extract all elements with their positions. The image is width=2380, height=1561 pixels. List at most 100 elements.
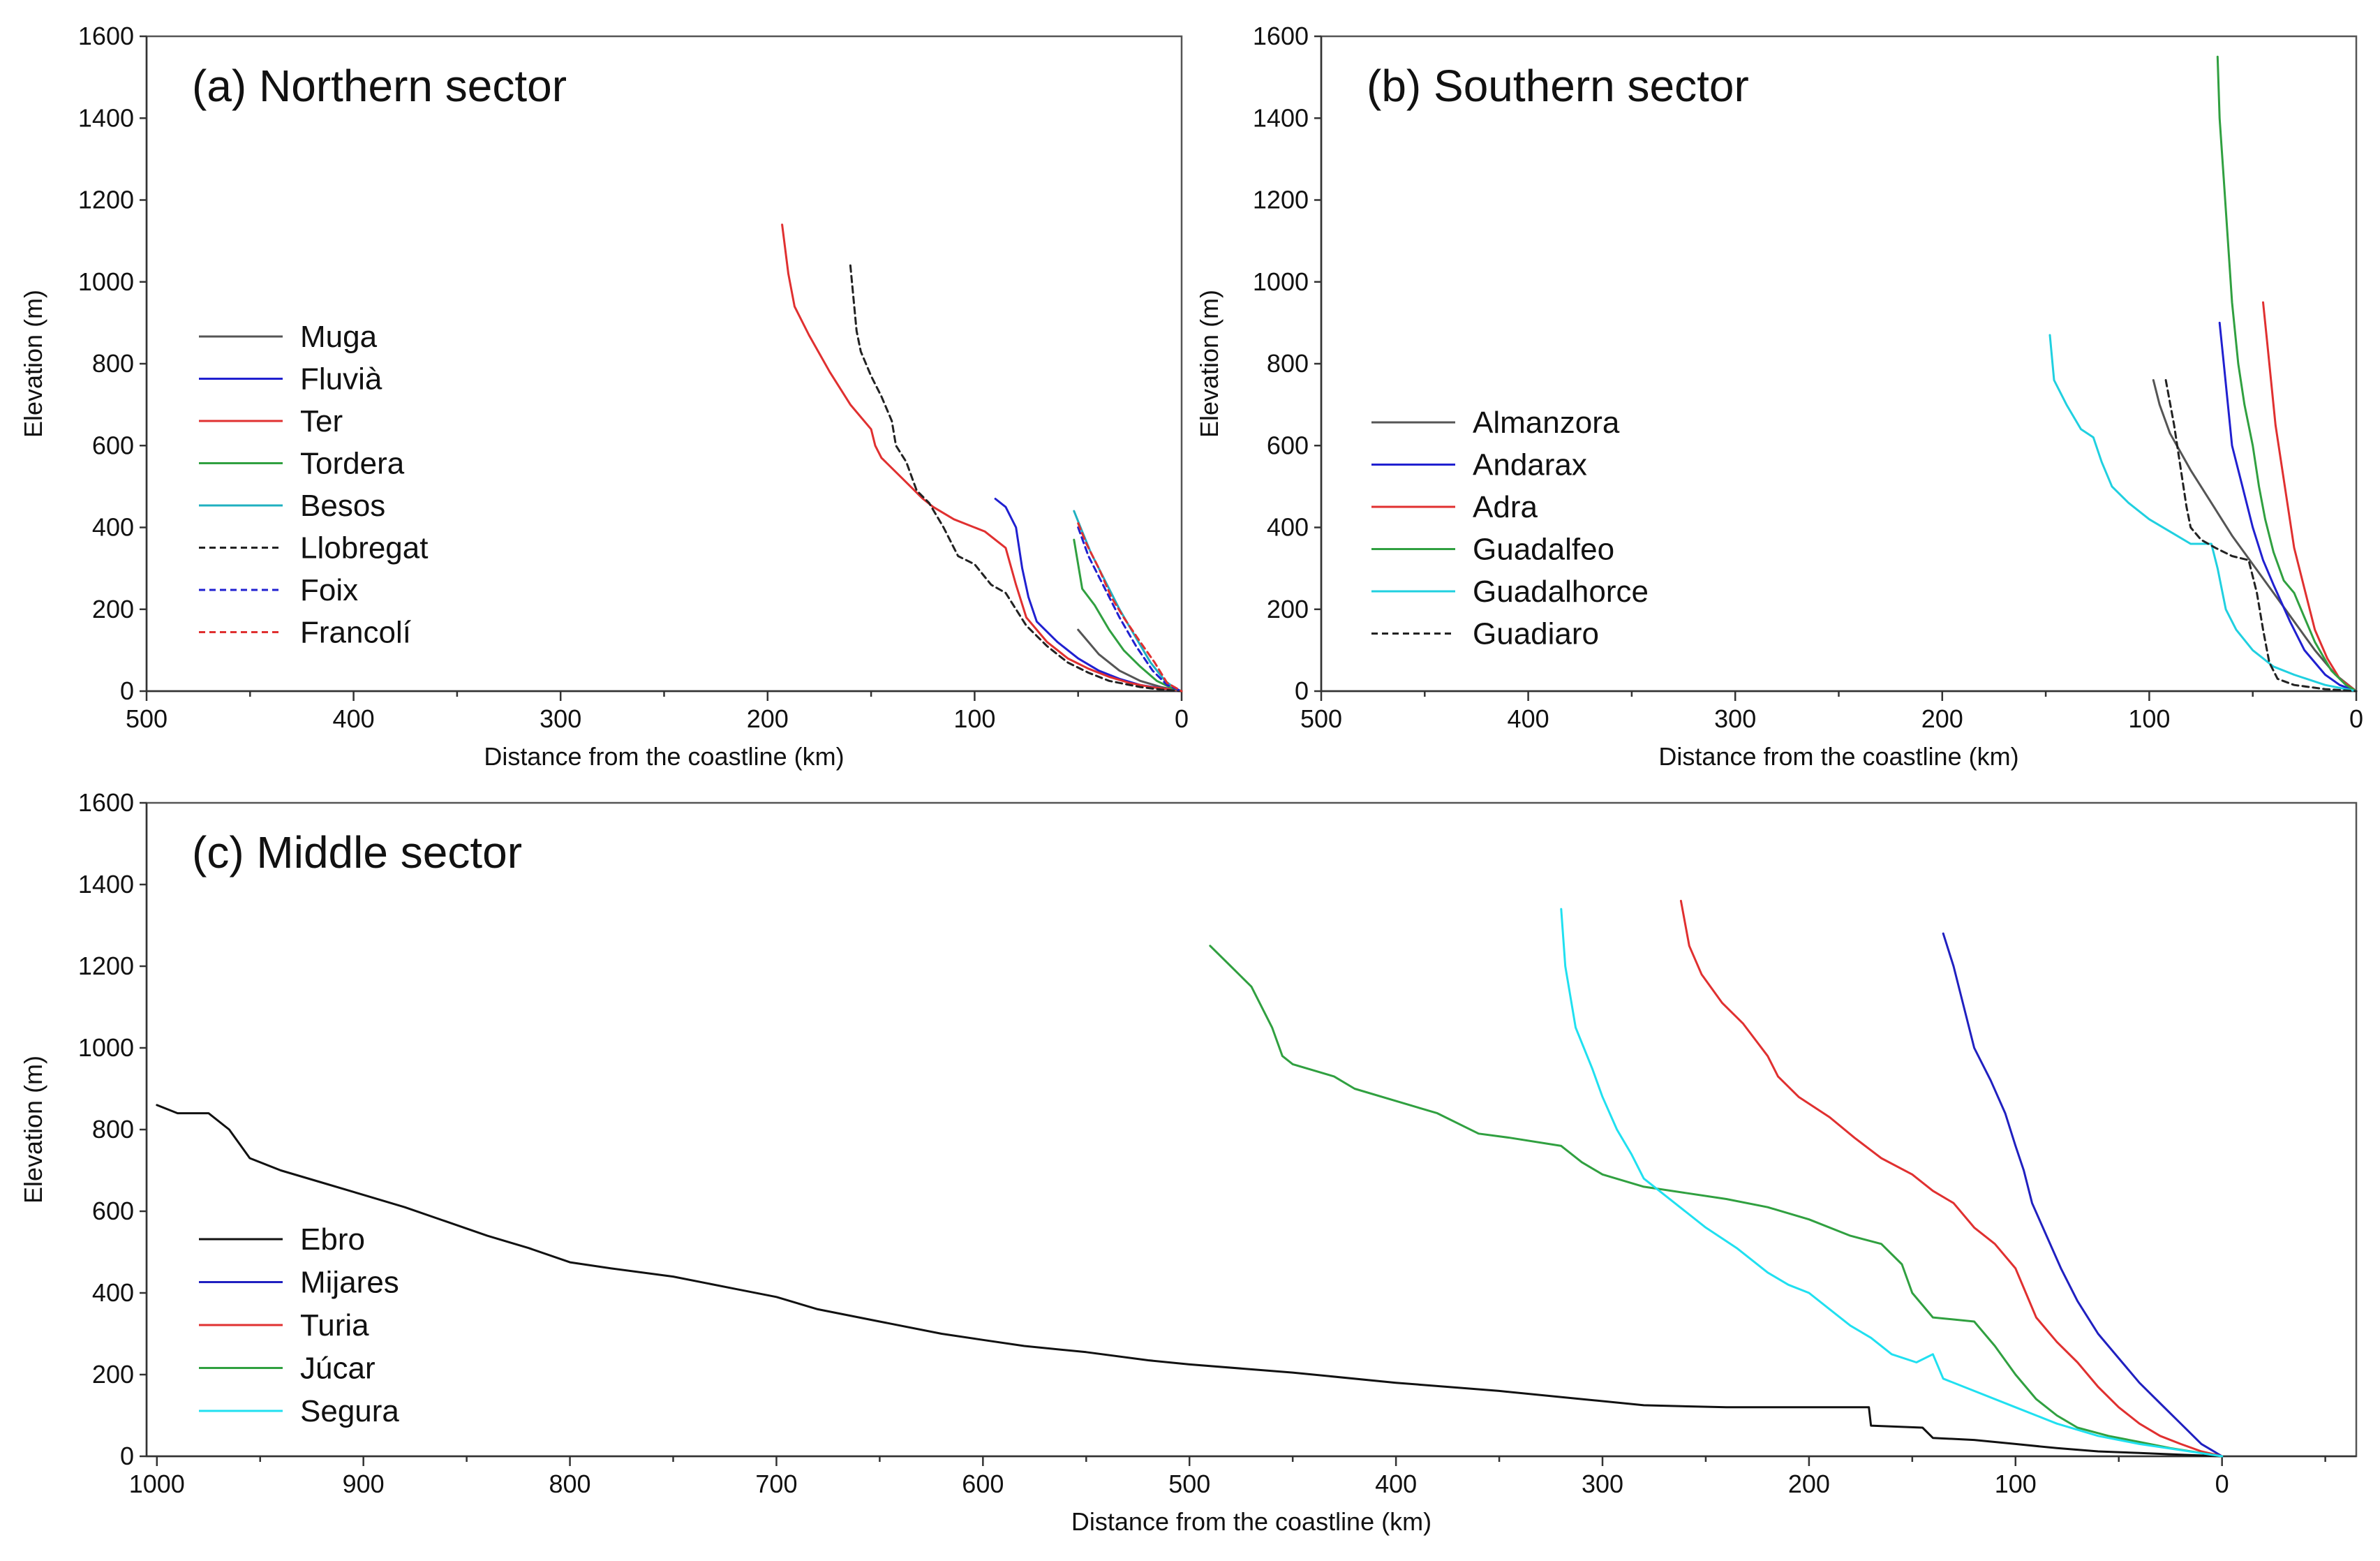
x-tick-label: 100 [1995,1470,2037,1498]
x-axis-title: Distance from the coastline (km) [1071,1507,1431,1536]
series-line-llobregat [849,264,1183,693]
x-tick-label: 600 [962,1470,1004,1498]
legend-label-francoli: Francolí [300,616,412,650]
x-tick-label: 100 [2128,704,2170,733]
legend-label-mijares: Mijares [300,1266,399,1300]
y-tick-label: 800 [92,1115,134,1144]
legend: Almanzora Andarax Adra Guadalfeo Guadalhorce… [1371,406,1649,651]
series-line-foix [1077,526,1183,693]
y-axis-title: Elevation (m) [19,1056,47,1204]
y-axis-title: Elevation (m) [1195,290,1224,438]
y-tick-label: 1000 [78,267,134,296]
y-tick-label: 800 [1267,349,1309,378]
legend-label-ebro: Ebro [300,1222,365,1257]
legend-label-muga: Muga [300,320,378,354]
y-tick-label: 1400 [78,103,134,132]
series-line-andarax [2218,321,2358,693]
x-tick-label: 400 [333,704,375,733]
y-tick-label: 200 [92,1360,134,1389]
y-axis-title: Elevation (m) [19,290,47,438]
y-tick-label: 1400 [78,870,134,898]
series-line-almanzora [2152,379,2358,693]
x-tick-label: 1000 [129,1470,185,1498]
y-tick-label: 600 [92,1197,134,1225]
legend-label-llobregat: Llobregat [300,531,428,565]
legend-label-almanzora: Almanzora [1473,406,1620,440]
y-tick-label: 1200 [78,952,134,980]
y-tick-label: 0 [120,1442,134,1470]
legend-label-guadalfeo: Guadalfeo [1473,533,1614,567]
x-tick-label: 500 [126,704,168,733]
series-line-ter [781,223,1183,693]
plot-frame [145,801,2358,1458]
x-axis-title: Distance from the coastline (km) [1658,742,2018,771]
series-line-guadalhorce [2048,334,2358,693]
series-line-guadiaro [2164,379,2358,693]
x-tick-label: 100 [953,704,995,733]
series-line-mijares [1942,932,2224,1458]
legend-label-guadiaro: Guadiaro [1473,617,1599,651]
y-tick-label: 400 [92,1278,134,1307]
x-tick-label: 400 [1375,1470,1417,1498]
x-tick-label: 800 [549,1470,591,1498]
x-tick-label: 0 [1175,704,1189,733]
x-tick-label: 0 [2215,1470,2229,1498]
y-tick-label: 600 [1267,431,1309,459]
legend-label-adra: Adra [1473,490,1538,524]
y-tick-label: 400 [1267,513,1309,542]
y-tick-label: 1000 [1253,267,1309,296]
legend-label-jucar: Júcar [300,1352,375,1386]
x-tick-label: 300 [540,704,581,733]
series-line-francoli [1077,522,1183,693]
y-tick-label: 1600 [1253,22,1309,50]
x-axis-title: Distance from the coastline (km) [484,742,844,771]
legend-label-tordera: Tordera [300,447,405,481]
y-tick-label: 400 [92,513,134,542]
y-tick-label: 0 [120,676,134,705]
legend-label-foix: Foix [300,573,358,607]
x-tick-label: 200 [1788,1470,1830,1498]
legend-label-fluvia: Fluvià [300,362,382,397]
y-tick-label: 1600 [78,22,134,50]
panel-title: (b) Southern sector [1367,61,1749,111]
series-line-turia [1679,899,2224,1458]
series-line-segura [1560,908,2224,1458]
series-line-jucar [1209,945,2224,1458]
y-tick-label: 1200 [1253,186,1309,214]
y-tick-label: 600 [92,431,134,459]
y-tick-label: 1400 [1253,103,1309,132]
legend-label-segura: Segura [300,1394,399,1428]
legend-label-guadalhorce: Guadalhorce [1473,575,1649,609]
series-line-besos [1073,510,1183,693]
legend: Muga Fluvià Ter Tordera Besos Llobregat Foix Fr… [199,320,428,650]
legend-label-turia: Turia [300,1308,369,1342]
x-tick-label: 700 [755,1470,797,1498]
x-tick-label: 500 [1168,1470,1210,1498]
series-line-ebro [156,1104,2224,1458]
x-tick-label: 500 [1300,704,1342,733]
x-tick-label: 400 [1508,704,1549,733]
x-tick-label: 200 [747,704,789,733]
y-tick-label: 1600 [78,788,134,817]
panel-title: (c) Middle sector [192,827,522,878]
series-line-tordera [1073,538,1183,693]
series-line-adra [2262,301,2358,693]
x-tick-label: 900 [343,1470,385,1498]
y-tick-label: 200 [92,595,134,623]
y-tick-label: 1000 [78,1033,134,1062]
legend-label-besos: Besos [300,489,385,523]
y-tick-label: 800 [92,349,134,378]
legend-label-andarax: Andarax [1473,448,1587,482]
panel-title: (a) Northern sector [192,61,567,111]
legend-label-ter: Ter [300,404,343,438]
y-tick-label: 0 [1295,676,1309,705]
y-tick-label: 200 [1267,595,1309,623]
legend: Ebro Mijares Turia Júcar Segura [199,1222,399,1428]
y-tick-label: 1200 [78,186,134,214]
series-line-guadalfeo [2216,55,2358,693]
x-tick-label: 300 [1582,1470,1623,1498]
